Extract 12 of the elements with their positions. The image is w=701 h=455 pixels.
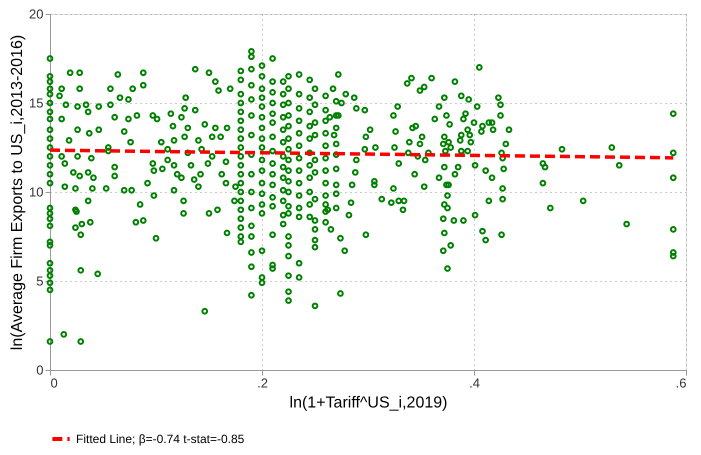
x-tick-label: 0 bbox=[50, 376, 58, 390]
x-axis-title: ln(1+Tariff^US_i,2019) bbox=[290, 394, 448, 412]
y-tick-label: 5 bbox=[36, 274, 44, 288]
x-tick-label: .6 bbox=[676, 376, 686, 390]
x-tick-label: .4 bbox=[469, 376, 480, 390]
x-tick-label: .2 bbox=[257, 376, 268, 390]
y-tick-label: 0 bbox=[36, 362, 44, 378]
y-tick-label: 15 bbox=[29, 96, 44, 110]
y-tick-label: 20 bbox=[29, 6, 44, 22]
y-tick-label: 10 bbox=[29, 184, 44, 200]
legend-label: Fitted Line; β=-0.74 t-stat=-0.85 bbox=[76, 432, 245, 446]
y-axis-title: ln(Average Firm Exports to US_i,2013-2016) bbox=[9, 34, 26, 350]
